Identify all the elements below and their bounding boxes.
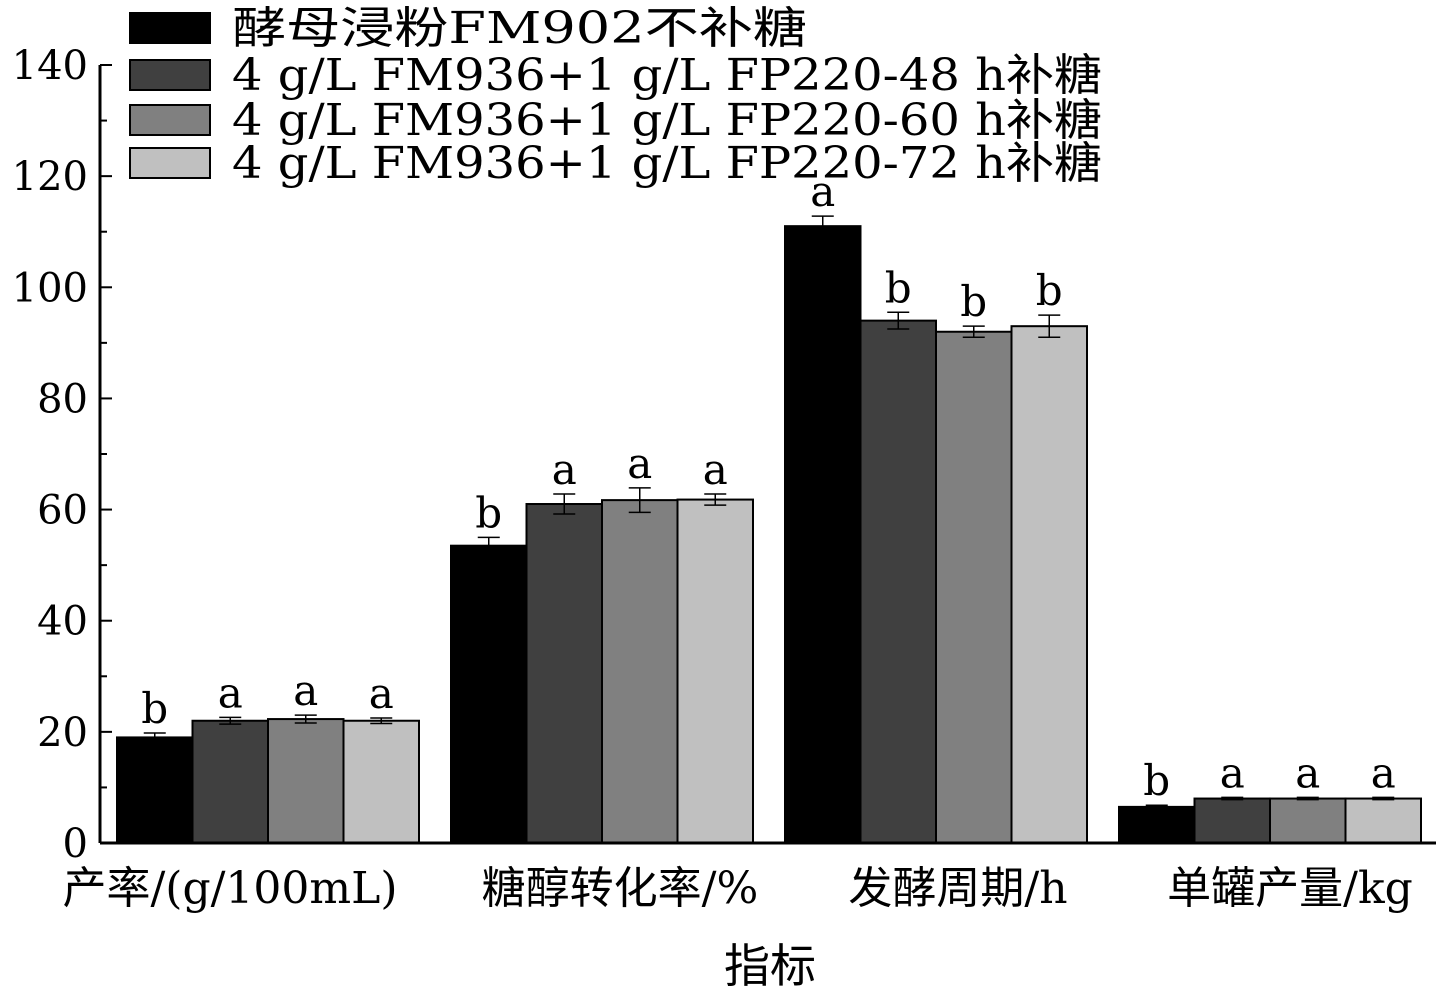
x-axis-title: 指标 <box>724 939 816 993</box>
bar <box>267 718 345 845</box>
bar <box>525 503 603 844</box>
x-category-label: 发酵周期/h <box>848 863 1067 914</box>
legend-swatch <box>129 147 211 179</box>
legend-label: 4 g/L FM936+1 g/L FP220-48 h补糖 <box>232 50 1102 101</box>
legend-swatch <box>129 12 211 44</box>
y-tick-label: 120 <box>12 154 88 200</box>
y-tick-label: 80 <box>37 376 88 422</box>
significance-label: a <box>703 445 728 494</box>
y-tick-label: 20 <box>37 710 88 756</box>
significance-label: a <box>293 666 318 715</box>
significance-label: b <box>885 263 912 312</box>
significance-label: b <box>1036 266 1063 315</box>
x-category-label: 单罐产量/kg <box>1167 863 1413 914</box>
significance-label: b <box>960 277 987 326</box>
bar <box>1010 325 1088 844</box>
bar <box>1344 797 1422 844</box>
significance-label: a <box>218 668 243 717</box>
significance-label: b <box>141 684 168 733</box>
bar <box>1193 797 1271 844</box>
bar <box>116 736 194 845</box>
bar <box>1118 805 1196 845</box>
legend-label: 4 g/L FM936+1 g/L FP220-60 h补糖 <box>232 95 1102 146</box>
y-tick-label: 100 <box>12 265 88 311</box>
bar <box>784 225 862 844</box>
bar <box>191 719 269 844</box>
bar <box>601 499 679 844</box>
significance-label: a <box>369 669 394 718</box>
legend-swatch <box>129 59 211 91</box>
y-ticks: 0 20 40 60 80 100 120 140 <box>12 43 112 867</box>
x-category-label: 糖醇转化率/% <box>482 863 759 914</box>
x-category-labels: 产率/(g/100mL) 糖醇转化率/% 发酵周期/h 单罐产量/kg <box>62 863 1412 914</box>
significance-label: a <box>1220 748 1245 797</box>
significance-label: a <box>1295 748 1320 797</box>
significance-label: b <box>475 488 502 537</box>
x-category-label: 产率/(g/100mL) <box>62 863 397 914</box>
legend-label: 酵母浸粉FM902不补糖 <box>232 3 807 54</box>
y-tick-label: 0 <box>63 821 88 867</box>
y-tick-label: 140 <box>12 43 88 89</box>
significance-label: a <box>552 445 577 494</box>
legend-swatch <box>129 104 211 136</box>
bar <box>935 330 1013 844</box>
bars-layer: b a a aba a aab b bb a a a <box>116 167 1422 845</box>
bar <box>342 719 420 844</box>
bar <box>1269 797 1347 844</box>
significance-label: a <box>627 439 652 488</box>
y-tick-label: 40 <box>37 599 88 645</box>
significance-label: a <box>1371 748 1396 797</box>
bar <box>859 319 937 844</box>
significance-label: b <box>1143 756 1170 805</box>
legend-label: 4 g/L FM936+1 g/L FP220-72 h补糖 <box>232 138 1102 189</box>
y-tick-label: 60 <box>37 488 88 534</box>
bar <box>450 544 528 844</box>
bar <box>676 498 754 844</box>
significance-label: a <box>810 167 835 216</box>
